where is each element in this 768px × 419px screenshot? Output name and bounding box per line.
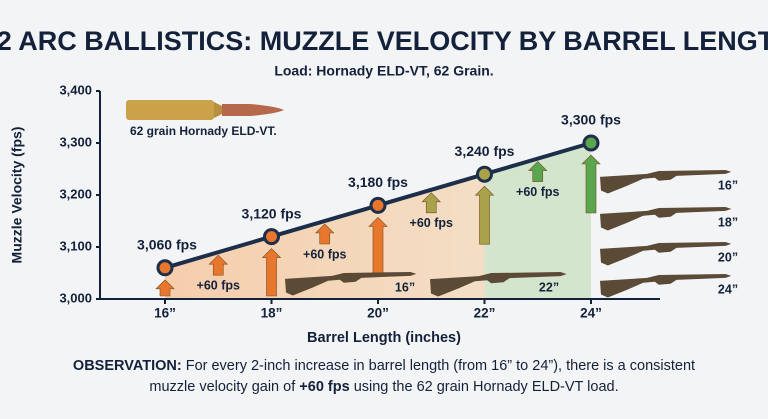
value-label: 3,120 fps bbox=[242, 205, 302, 221]
x-tick-label: 22” bbox=[474, 306, 496, 321]
data-point bbox=[369, 196, 387, 214]
chart-title: .22 ARC BALLISTICS: MUZZLE VELOCITY BY B… bbox=[0, 26, 768, 56]
value-label: 3,240 fps bbox=[455, 143, 515, 159]
gain-arrow bbox=[208, 254, 228, 276]
x-tick-label: 20” bbox=[367, 306, 389, 321]
value-label: 3,300 fps bbox=[561, 112, 621, 128]
value-label: 3,180 fps bbox=[348, 174, 408, 190]
x-tick-label: 16” bbox=[154, 306, 176, 321]
y-tick-label: 3,100 bbox=[59, 238, 92, 253]
rifle-label: 18” bbox=[718, 215, 738, 229]
rifle-label: 16” bbox=[718, 178, 738, 192]
gain-arrow bbox=[421, 192, 441, 214]
observation-emphasis: +60 fps bbox=[299, 379, 350, 395]
chart-subtitle: Load: Hornady ELD-VT, 62 Grain. bbox=[274, 63, 493, 79]
data-point bbox=[156, 259, 174, 277]
data-point bbox=[582, 134, 600, 152]
velocity-arrow bbox=[261, 248, 282, 297]
y-tick-label: 3,300 bbox=[59, 134, 92, 149]
gain-arrow bbox=[315, 223, 335, 245]
x-tick-label: 18” bbox=[261, 306, 283, 321]
bullet-label: 62 grain Hornady ELD-VT. bbox=[130, 124, 277, 138]
velocity-arrow bbox=[581, 154, 601, 214]
rifle bbox=[600, 241, 732, 266]
velocity-arrow bbox=[474, 185, 495, 245]
gain-label: +60 fps bbox=[303, 247, 346, 261]
rifle-label: 20” bbox=[718, 250, 738, 264]
gain-label: +60 fps bbox=[410, 216, 453, 230]
y-axis-label: Muzzle Velocity (fps) bbox=[9, 127, 25, 264]
data-point bbox=[263, 228, 280, 246]
gain-label: +60 fps bbox=[516, 185, 559, 199]
data-point bbox=[476, 165, 493, 183]
rifle bbox=[600, 169, 732, 194]
observation-text: For every 2-inch increase in barrel leng… bbox=[185, 358, 696, 374]
bullet bbox=[126, 100, 284, 120]
gain-label: +60 fps bbox=[197, 278, 240, 292]
rifle bbox=[600, 273, 732, 298]
velocity-arrow bbox=[368, 216, 388, 276]
area-green bbox=[484, 143, 591, 299]
y-tick-label: 3,400 bbox=[59, 82, 92, 97]
y-tick-label: 3,000 bbox=[59, 290, 92, 305]
rifle-label: 24” bbox=[718, 282, 738, 296]
observation-text: muzzle velocity gain of bbox=[149, 379, 296, 395]
gain-arrow bbox=[528, 161, 548, 182]
rifle-label: 16” bbox=[395, 280, 415, 294]
rifle-label: 22” bbox=[539, 280, 559, 294]
y-tick-label: 3,200 bbox=[59, 186, 92, 201]
velocity-arrow bbox=[155, 279, 175, 297]
rifle bbox=[600, 206, 732, 231]
observation-lead: OBSERVATION: bbox=[72, 358, 182, 374]
x-axis-label: Barrel Length (inches) bbox=[307, 330, 461, 346]
value-label: 3,060 fps bbox=[137, 237, 197, 253]
observation-text: using the 62 grain Hornady ELD-VT load. bbox=[353, 379, 619, 395]
x-tick-label: 24” bbox=[580, 306, 602, 321]
observation: OBSERVATION: For every 2-inch increase i… bbox=[0, 356, 768, 398]
